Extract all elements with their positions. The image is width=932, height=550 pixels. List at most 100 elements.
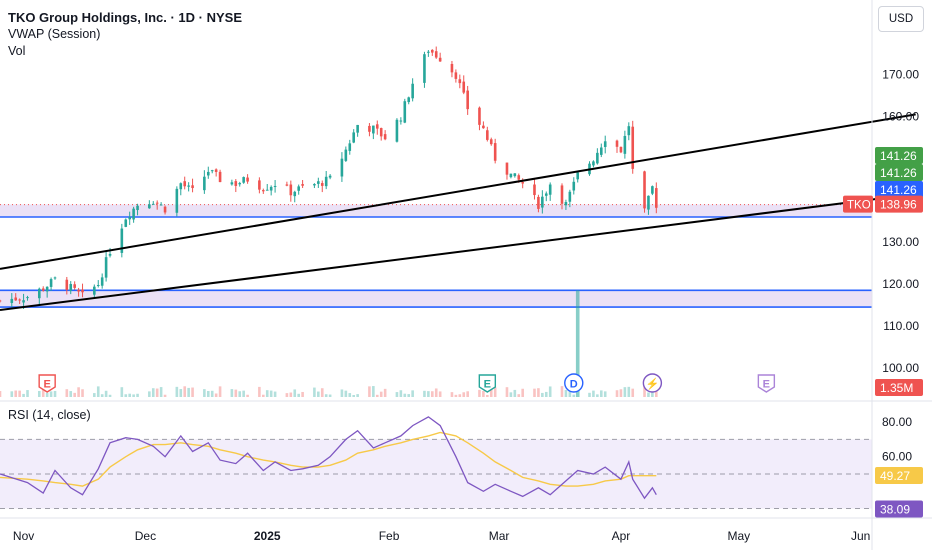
candle-body[interactable] [651, 186, 654, 194]
candle-body[interactable] [509, 173, 513, 178]
candle-body[interactable] [120, 228, 124, 253]
candle-body[interactable] [230, 182, 234, 185]
candle-body[interactable] [655, 188, 658, 208]
candle-body[interactable] [596, 152, 599, 164]
candle-body[interactable] [407, 97, 411, 103]
candle-body[interactable] [93, 286, 96, 295]
trendline-0[interactable] [0, 113, 916, 270]
volume-badge[interactable] [875, 379, 923, 396]
candle-body[interactable] [69, 284, 73, 291]
candle-body[interactable] [301, 184, 304, 186]
candle-body[interactable] [26, 297, 29, 299]
candle-body[interactable] [493, 143, 497, 161]
candle-body[interactable] [344, 149, 348, 161]
candle-body[interactable] [643, 171, 646, 209]
candle-body[interactable] [568, 191, 572, 202]
candle-body[interactable] [454, 72, 458, 79]
candle-body[interactable] [517, 175, 521, 180]
candle-body[interactable] [128, 217, 131, 220]
candle-body[interactable] [148, 204, 151, 209]
candle-body[interactable] [533, 184, 536, 196]
candle-body[interactable] [619, 146, 623, 153]
candle-body[interactable] [599, 147, 603, 155]
candle-body[interactable] [348, 143, 352, 151]
candle-body[interactable] [293, 191, 297, 197]
candle-body[interactable] [53, 277, 57, 279]
candle-body[interactable] [210, 170, 214, 172]
candle-body[interactable] [423, 54, 426, 83]
candle-body[interactable] [203, 176, 206, 191]
rsi-value-badge[interactable] [875, 500, 923, 518]
candle-body[interactable] [206, 171, 210, 176]
candle-body[interactable] [136, 205, 139, 211]
candle-body[interactable] [427, 51, 430, 53]
candle-body[interactable] [627, 126, 631, 136]
rsi-ma-badge[interactable] [875, 467, 923, 484]
candle-body[interactable] [96, 285, 100, 287]
candle-body[interactable] [179, 183, 183, 190]
candle-body[interactable] [466, 90, 469, 110]
candle-body[interactable] [234, 181, 238, 186]
candle-body[interactable] [434, 51, 438, 58]
candle-body[interactable] [482, 125, 485, 129]
earnings-marker-1[interactable] [478, 374, 497, 393]
candle-body[interactable] [183, 181, 187, 187]
candle-body[interactable] [395, 119, 399, 142]
candle-body[interactable] [340, 158, 344, 177]
candle-body[interactable] [431, 49, 434, 53]
candle-body[interactable] [521, 182, 524, 184]
candle-body[interactable] [623, 135, 627, 154]
candle-body[interactable] [285, 184, 289, 186]
candle-body[interactable] [603, 141, 607, 147]
candle-body[interactable] [486, 130, 489, 140]
candle-body[interactable] [65, 279, 69, 290]
last-price-badge[interactable] [875, 195, 923, 213]
candle-body[interactable] [0, 300, 2, 302]
candle-body[interactable] [104, 257, 108, 278]
candle-body[interactable] [242, 177, 245, 183]
candle-body[interactable] [14, 297, 18, 301]
support-zone-1[interactable] [0, 290, 872, 308]
candle-body[interactable] [438, 57, 442, 62]
candle-body[interactable] [379, 128, 383, 137]
candle-body[interactable] [576, 172, 580, 180]
candle-body[interactable] [372, 125, 375, 134]
price-badge-1[interactable] [875, 147, 923, 164]
candle-body[interactable] [458, 79, 462, 84]
candle-body[interactable] [238, 183, 242, 185]
candle-body[interactable] [450, 63, 454, 73]
candle-body[interactable] [77, 289, 80, 292]
candle-body[interactable] [383, 134, 387, 140]
candle-body[interactable] [73, 284, 76, 288]
candle-body[interactable] [513, 173, 517, 177]
candle-body[interactable] [246, 177, 249, 182]
candle-body[interactable] [541, 196, 544, 208]
earnings-marker-4[interactable] [757, 374, 776, 393]
candle-body[interactable] [544, 193, 548, 196]
candle-body[interactable] [49, 279, 53, 287]
candle-body[interactable] [214, 169, 218, 172]
candle-body[interactable] [108, 253, 112, 256]
candle-body[interactable] [368, 125, 371, 132]
candle-body[interactable] [399, 120, 403, 122]
price-badge-3[interactable] [875, 181, 923, 198]
dividend-marker-2[interactable] [564, 373, 584, 393]
candle-body[interactable] [100, 277, 104, 286]
candle-body[interactable] [537, 196, 540, 209]
price-badge-2[interactable] [875, 164, 923, 181]
candle-body[interactable] [403, 101, 407, 123]
candle-body[interactable] [45, 286, 49, 292]
candle-body[interactable] [81, 289, 84, 293]
candle-body[interactable] [352, 132, 355, 143]
candle-body[interactable] [163, 206, 167, 213]
candle-body[interactable] [269, 186, 273, 191]
candle-body[interactable] [41, 288, 45, 291]
candle-body[interactable] [564, 202, 568, 206]
candle-body[interactable] [615, 140, 619, 147]
candle-body[interactable] [478, 107, 481, 125]
vwap-legend[interactable]: VWAP (Session) [8, 27, 101, 41]
candle-body[interactable] [505, 162, 509, 175]
candle-body[interactable] [313, 184, 316, 186]
support-zone-0[interactable] [0, 204, 872, 217]
